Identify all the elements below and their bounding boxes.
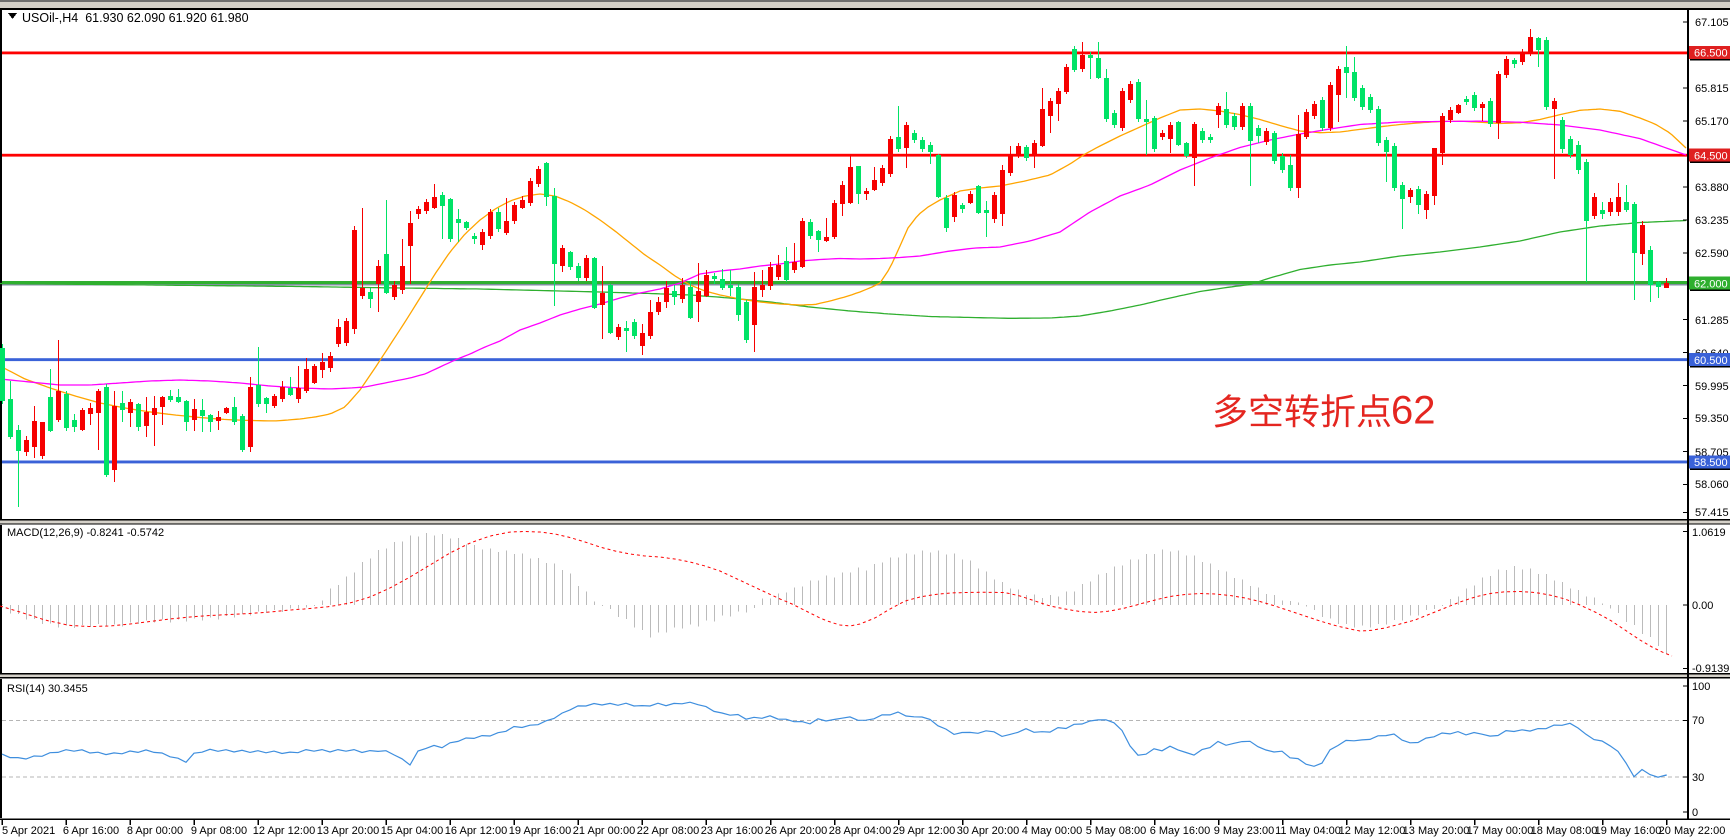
svg-text:58.060: 58.060 [1695, 479, 1729, 491]
svg-text:9 Apr 08:00: 9 Apr 08:00 [191, 825, 247, 837]
svg-text:16 Apr 12:00: 16 Apr 12:00 [445, 825, 507, 837]
svg-text:62.590: 62.590 [1695, 248, 1729, 260]
svg-text:9 May 23:00: 9 May 23:00 [1214, 825, 1275, 837]
svg-text:65.170: 65.170 [1695, 116, 1729, 128]
svg-text:15 Apr 04:00: 15 Apr 04:00 [381, 825, 443, 837]
svg-text:-0.9139: -0.9139 [1692, 663, 1729, 675]
svg-text:100: 100 [1692, 681, 1710, 693]
svg-text:66.500: 66.500 [1694, 48, 1728, 60]
svg-text:MACD(12,26,9) -0.8241 -0.5742: MACD(12,26,9) -0.8241 -0.5742 [7, 527, 164, 539]
svg-text:30 Apr 20:00: 30 Apr 20:00 [957, 825, 1019, 837]
svg-text:USOil-,H4 61.930 62.090 61.92: USOil-,H4 61.930 62.090 61.920 61.980 [22, 11, 249, 25]
svg-text:67.105: 67.105 [1695, 17, 1729, 29]
svg-text:13 May 20:00: 13 May 20:00 [1403, 825, 1470, 837]
svg-text:60.500: 60.500 [1694, 355, 1728, 367]
svg-text:63.235: 63.235 [1695, 215, 1729, 227]
svg-text:22 Apr 08:00: 22 Apr 08:00 [637, 825, 699, 837]
svg-text:70: 70 [1692, 715, 1704, 727]
svg-text:59.350: 59.350 [1695, 413, 1729, 425]
svg-text:11 May 04:00: 11 May 04:00 [1275, 825, 1341, 837]
svg-text:RSI(14) 30.3455: RSI(14) 30.3455 [7, 683, 88, 695]
svg-text:59.995: 59.995 [1695, 381, 1729, 393]
svg-text:12 May 12:00: 12 May 12:00 [1339, 825, 1406, 837]
svg-text:8 Apr 00:00: 8 Apr 00:00 [127, 825, 183, 837]
svg-text:28 Apr 04:00: 28 Apr 04:00 [829, 825, 891, 837]
svg-text:62: 62 [1391, 389, 1436, 433]
svg-text:5 Apr 2021: 5 Apr 2021 [2, 825, 55, 837]
svg-text:64.500: 64.500 [1694, 150, 1728, 162]
svg-text:62.000: 62.000 [1694, 278, 1728, 290]
svg-text:63.880: 63.880 [1695, 182, 1729, 194]
svg-text:12 Apr 12:00: 12 Apr 12:00 [253, 825, 315, 837]
svg-text:0: 0 [1692, 807, 1698, 819]
svg-text:5 May 08:00: 5 May 08:00 [1086, 825, 1147, 837]
svg-text:26 Apr 20:00: 26 Apr 20:00 [765, 825, 827, 837]
svg-text:0.00: 0.00 [1692, 600, 1713, 612]
svg-text:6 Apr 16:00: 6 Apr 16:00 [63, 825, 119, 837]
svg-text:61.285: 61.285 [1695, 315, 1729, 327]
svg-text:1.0619: 1.0619 [1692, 527, 1726, 539]
svg-text:17 May 00:00: 17 May 00:00 [1467, 825, 1534, 837]
svg-text:19 May 16:00: 19 May 16:00 [1595, 825, 1662, 837]
svg-text:18 May 08:00: 18 May 08:00 [1531, 825, 1598, 837]
svg-text:65.815: 65.815 [1695, 83, 1729, 95]
svg-text:20 May 22:00: 20 May 22:00 [1659, 825, 1726, 837]
svg-text:30: 30 [1692, 772, 1704, 784]
svg-text:23 Apr 16:00: 23 Apr 16:00 [701, 825, 763, 837]
svg-text:29 Apr 12:00: 29 Apr 12:00 [893, 825, 955, 837]
svg-text:4 May 00:00: 4 May 00:00 [1022, 825, 1083, 837]
svg-text:19 Apr 16:00: 19 Apr 16:00 [509, 825, 571, 837]
svg-text:58.500: 58.500 [1694, 457, 1728, 469]
svg-text:13 Apr 20:00: 13 Apr 20:00 [317, 825, 379, 837]
svg-text:6 May 16:00: 6 May 16:00 [1150, 825, 1211, 837]
svg-text:21 Apr 00:00: 21 Apr 00:00 [573, 825, 635, 837]
svg-text:57.415: 57.415 [1695, 507, 1729, 519]
